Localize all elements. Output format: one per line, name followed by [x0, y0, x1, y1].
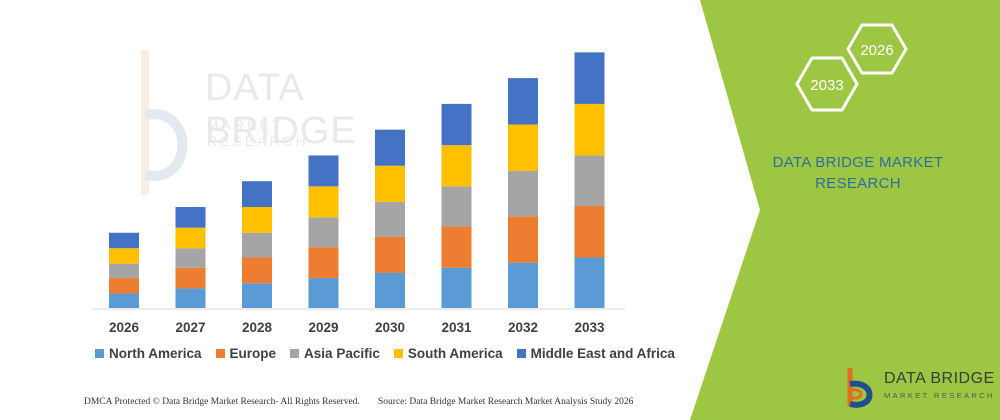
x-tick-label-2031: 2031 [441, 320, 472, 335]
bar-segment-2029-middle-east-and-africa [308, 155, 339, 187]
bar-segment-2032-middle-east-and-africa [508, 78, 538, 125]
legend-label: Middle East and Africa [530, 346, 675, 361]
chart-legend: North America Europe Asia Pacific South Ame… [95, 346, 675, 361]
bar-segment-2033-middle-east-and-africa [574, 52, 605, 104]
logo-tagline: MARKET RESEARCH [884, 391, 995, 400]
bars-group [109, 52, 605, 308]
bar-segment-2032-asia-pacific [508, 170, 538, 217]
bar-segment-2026-europe [109, 278, 139, 294]
bar-segment-2032-south-america [508, 124, 538, 171]
x-tick-label-2026: 2026 [109, 320, 140, 335]
legend-swatch [290, 349, 300, 358]
x-tick-label-2029: 2029 [308, 320, 338, 335]
bar-segment-2031-south-america [441, 145, 472, 187]
x-tick-label-2028: 2028 [242, 320, 273, 335]
bar-segment-2028-europe [242, 257, 272, 284]
legend-item-north-america: North America [95, 346, 202, 361]
bar-segment-2026-south-america [109, 248, 139, 264]
bar-segment-2031-north-america [441, 267, 472, 308]
bar-segment-2030-middle-east-and-africa [375, 129, 405, 166]
bar-segment-2027-asia-pacific [175, 248, 206, 268]
watermark-name: DATA BRIDGE [205, 67, 357, 152]
x-tick-labels: 2026 2027 2028 2029 2030 2031 2032 2033 [109, 320, 605, 335]
legend-label: North America [109, 346, 202, 361]
legend-item-south-america: South America [393, 346, 503, 361]
x-tick-label-2033: 2033 [574, 320, 605, 335]
logo-name: DATA BRIDGE [884, 370, 995, 387]
bar-segment-2029-europe [308, 247, 339, 279]
watermark: DATA BRIDGE MARKET RESEARCH [125, 45, 385, 215]
bar-segment-2030-south-america [375, 165, 405, 202]
footer-source: Source: Data Bridge Market Research Mark… [378, 397, 634, 407]
legend-swatch [95, 349, 104, 358]
bar-segment-2031-middle-east-and-africa [441, 103, 472, 146]
hexagon-icon-2026 [846, 23, 908, 75]
legend-label: Asia Pacific [304, 346, 380, 361]
bar-segment-2031-europe [441, 226, 472, 268]
bar-segment-2030-asia-pacific [375, 201, 405, 237]
hex-year-end: 2033 [810, 77, 843, 94]
x-tick-label-2032: 2032 [508, 320, 538, 335]
legend-label: South America [407, 346, 503, 361]
x-tick-label-2030: 2030 [375, 320, 405, 335]
legend-item-asia-pacific: Asia Pacific [290, 346, 380, 361]
bar-segment-2028-asia-pacific [242, 232, 272, 258]
bar-segment-2032-north-america [508, 262, 538, 308]
x-tick-label-2027: 2027 [175, 320, 205, 335]
bar-segment-2028-south-america [242, 206, 272, 233]
brand-title-line1: DATA BRIDGE MARKET [772, 154, 944, 171]
legend-item-europe: Europe [215, 346, 277, 361]
legend-item-middle-east-and-africa: Middle East and Africa [516, 346, 675, 361]
bar-segment-2026-asia-pacific [109, 263, 139, 279]
bar-segment-2027-middle-east-and-africa [175, 206, 206, 228]
bar-segment-2026-north-america [109, 293, 139, 308]
legend-swatch [215, 349, 225, 358]
hexagon-icon-2033 [795, 56, 859, 112]
bar-segment-2033-north-america [574, 257, 605, 308]
bar-segment-2027-south-america [175, 227, 206, 249]
bar-segment-2029-south-america [308, 186, 339, 218]
watermark-logo-icon [141, 50, 188, 195]
bar-segment-2029-asia-pacific [308, 217, 339, 248]
bar-segment-2028-middle-east-and-africa [242, 181, 272, 207]
legend-swatch [393, 349, 403, 358]
data-bridge-logo: DATA BRIDGE MARKET RESEARCH [838, 366, 994, 410]
bar-segment-2033-asia-pacific [574, 155, 605, 206]
logo-icon [847, 368, 873, 408]
bar-segment-2030-north-america [375, 272, 405, 308]
footer-copyright: DMCA Protected © Data Bridge Market Rese… [84, 397, 360, 407]
bar-segment-2028-north-america [242, 283, 272, 308]
bar-segment-2031-asia-pacific [441, 186, 472, 227]
brand-title: DATA BRIDGE MARKET RESEARCH [768, 152, 948, 194]
bar-segment-2033-south-america [574, 103, 605, 156]
watermark-tagline: MARKET RESEARCH [207, 117, 309, 149]
bar-segment-2029-north-america [308, 278, 339, 308]
brand-title-line2: RESEARCH [815, 175, 901, 192]
bar-segment-2032-europe [508, 216, 538, 263]
bar-segment-2030-europe [375, 236, 405, 273]
bar-segment-2026-middle-east-and-africa [109, 232, 139, 249]
hex-year-start: 2026 [860, 42, 893, 59]
legend-label: Europe [229, 346, 277, 361]
bar-segment-2033-europe [574, 205, 605, 258]
bar-segment-2027-europe [175, 267, 206, 289]
legend-swatch [516, 349, 526, 358]
bar-segment-2027-north-america [175, 288, 206, 308]
